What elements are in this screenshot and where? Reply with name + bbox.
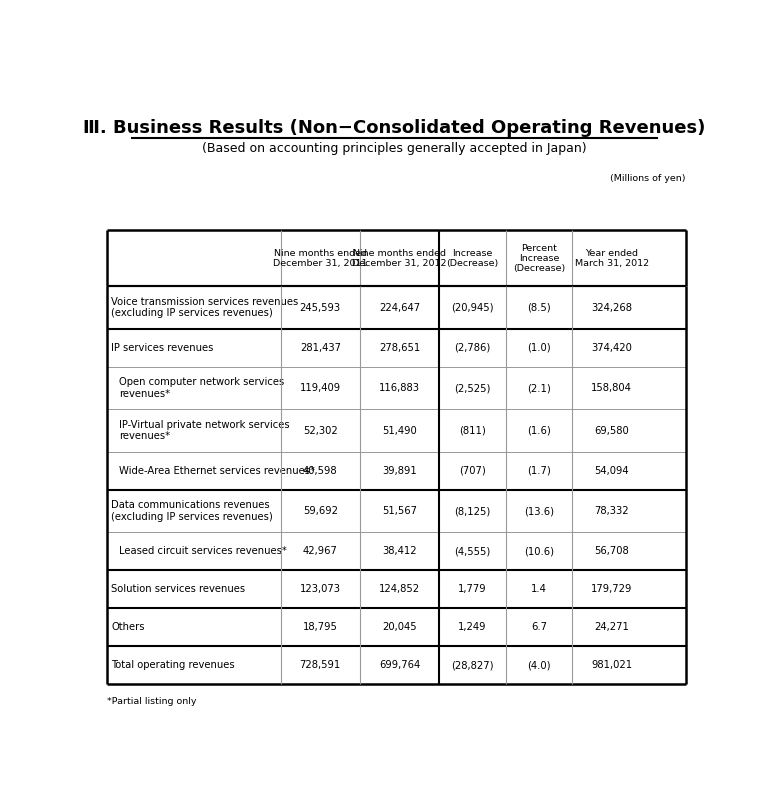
Text: Nine months ended
December 31, 2012: Nine months ended December 31, 2012 [353, 249, 447, 268]
Text: 245,593: 245,593 [300, 303, 341, 312]
Text: (4,555): (4,555) [454, 546, 490, 556]
Text: (13.6): (13.6) [524, 506, 554, 516]
Text: (2,525): (2,525) [454, 383, 490, 393]
Text: 54,094: 54,094 [594, 466, 629, 476]
Text: Solution services revenues: Solution services revenues [111, 584, 246, 594]
Text: 51,567: 51,567 [382, 506, 417, 516]
Text: (Based on accounting principles generally accepted in Japan): (Based on accounting principles generall… [203, 141, 587, 155]
Text: *Partial listing only: *Partial listing only [107, 696, 196, 706]
Text: 324,268: 324,268 [591, 303, 632, 312]
Text: 124,852: 124,852 [379, 584, 420, 594]
Text: IP services revenues: IP services revenues [111, 343, 213, 353]
Text: 52,302: 52,302 [303, 425, 338, 436]
Text: Wide-Area Ethernet services revenues*: Wide-Area Ethernet services revenues* [119, 466, 315, 476]
Text: 699,764: 699,764 [379, 660, 420, 670]
Text: 119,409: 119,409 [300, 383, 341, 393]
Text: (Millions of yen): (Millions of yen) [611, 174, 686, 182]
Text: 224,647: 224,647 [379, 303, 420, 312]
Text: (8,125): (8,125) [454, 506, 490, 516]
Text: 51,490: 51,490 [382, 425, 417, 436]
Text: (10.6): (10.6) [524, 546, 554, 556]
Text: Percent
Increase
(Decrease): Percent Increase (Decrease) [513, 244, 565, 274]
Text: IP-Virtual private network services
revenues*: IP-Virtual private network services reve… [119, 420, 290, 441]
Text: 40,598: 40,598 [303, 466, 337, 476]
Text: 20,045: 20,045 [382, 622, 417, 632]
Text: 179,729: 179,729 [591, 584, 632, 594]
Text: 1,779: 1,779 [458, 584, 487, 594]
Text: (1.6): (1.6) [527, 425, 551, 436]
Text: (1.7): (1.7) [527, 466, 551, 476]
Text: 38,412: 38,412 [382, 546, 417, 556]
Text: Open computer network services
revenues*: Open computer network services revenues* [119, 377, 284, 399]
Text: Data communications revenues
(excluding IP services revenues): Data communications revenues (excluding … [111, 500, 273, 522]
Text: (2,786): (2,786) [454, 343, 490, 353]
Text: 123,073: 123,073 [300, 584, 341, 594]
Text: 18,795: 18,795 [303, 622, 338, 632]
Text: 69,580: 69,580 [594, 425, 629, 436]
Text: 728,591: 728,591 [300, 660, 341, 670]
Text: 278,651: 278,651 [379, 343, 420, 353]
Text: 78,332: 78,332 [594, 506, 629, 516]
Text: 158,804: 158,804 [591, 383, 632, 393]
Text: Leased circuit services revenues*: Leased circuit services revenues* [119, 546, 286, 556]
Text: Voice transmission services revenues
(excluding IP services revenues): Voice transmission services revenues (ex… [111, 297, 299, 319]
Text: 59,692: 59,692 [303, 506, 338, 516]
Text: 1,249: 1,249 [458, 622, 487, 632]
Text: (4.0): (4.0) [527, 660, 551, 670]
Text: (28,827): (28,827) [451, 660, 494, 670]
Text: (707): (707) [459, 466, 486, 476]
Text: (20,945): (20,945) [451, 303, 494, 312]
Text: (1.0): (1.0) [527, 343, 551, 353]
Text: (8.5): (8.5) [527, 303, 551, 312]
Text: 1.4: 1.4 [531, 584, 547, 594]
Text: 374,420: 374,420 [591, 343, 632, 353]
Text: Others: Others [111, 622, 145, 632]
Text: Nine months ended
December 31, 2011: Nine months ended December 31, 2011 [273, 249, 367, 268]
Text: 981,021: 981,021 [591, 660, 632, 670]
Text: 281,437: 281,437 [300, 343, 341, 353]
Text: Total operating revenues: Total operating revenues [111, 660, 235, 670]
Text: 116,883: 116,883 [379, 383, 420, 393]
Text: 56,708: 56,708 [594, 546, 629, 556]
Text: 39,891: 39,891 [382, 466, 417, 476]
Text: Increase
(Decrease): Increase (Decrease) [447, 249, 499, 268]
Text: (811): (811) [459, 425, 486, 436]
Text: 42,967: 42,967 [303, 546, 338, 556]
Text: Year ended
March 31, 2012: Year ended March 31, 2012 [574, 249, 649, 268]
Text: Ⅲ. Business Results (Non−Consolidated Operating Revenues): Ⅲ. Business Results (Non−Consolidated Op… [83, 119, 706, 136]
Text: 24,271: 24,271 [594, 622, 629, 632]
Text: 6.7: 6.7 [531, 622, 547, 632]
Text: (2.1): (2.1) [527, 383, 551, 393]
